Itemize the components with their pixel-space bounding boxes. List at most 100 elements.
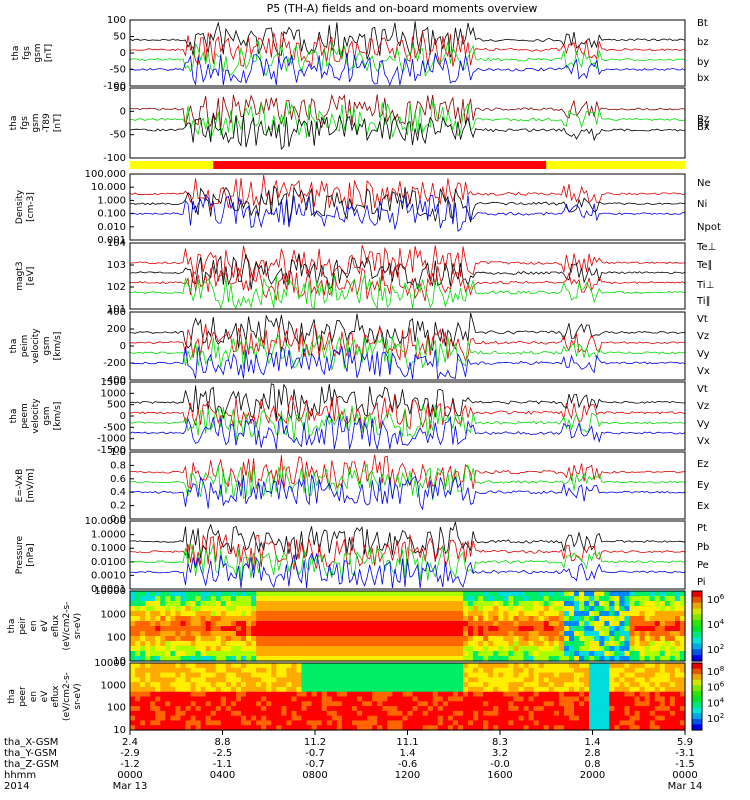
spec-cell [407,606,414,612]
spec-cell [609,706,615,712]
spec-cell [170,663,177,669]
spec-cell [563,626,570,632]
x-col-hhmm: 2000 [580,770,605,781]
spec-cell [679,672,686,678]
spec-cell [669,616,676,622]
spec-cell [372,720,378,726]
spec-cell [604,667,610,674]
spec-cell [316,611,323,617]
spec-cell [220,616,227,622]
spec-cell [574,706,580,712]
spec-cell [271,667,277,674]
spec-cell [311,616,318,622]
spec-cell [185,616,192,622]
spec-cell [463,715,469,722]
spec-cell [241,656,247,662]
spec-cell [357,682,363,688]
spec-cell [478,686,484,693]
spec-cell [357,636,363,642]
spec-cell [563,601,570,607]
spec-cell [326,631,333,637]
spec-cell [326,720,333,726]
spec-cell [513,691,520,698]
spec-cell [589,710,595,717]
spec-cell [513,641,520,647]
spec-cell [538,720,545,726]
spec-cell [614,601,621,607]
spec-cell [498,641,504,647]
spec-cell [523,651,530,657]
spec-cell [553,591,560,597]
spec-cell [397,591,404,597]
spec-cell [427,667,434,674]
spec-cell [195,656,202,662]
spec-cell [402,651,409,657]
spec-cell [574,596,580,602]
spec-cell [241,667,247,674]
spec-cell [447,710,454,717]
spec-cell [372,641,378,647]
spec-cell [220,621,227,627]
spec-cell [503,646,510,652]
spec-cell [225,710,232,717]
spec-cell [382,616,388,622]
spec-cell [674,677,681,683]
spec-cell [679,725,686,731]
spec-cell [155,677,161,683]
spec-cell [306,626,313,632]
spec-cell [649,725,656,731]
spec-cell [261,596,267,602]
spec-cell [190,663,197,669]
spec-cell [468,641,474,647]
spec-cell [407,715,414,722]
colorbar-swatch [692,649,702,656]
panel-fgs-ylabel: [nT] [44,44,54,62]
spec-cell [493,601,499,607]
spec-cell [599,656,605,662]
panel-peir_spec: tha peir en eV eflux (eV/cm2-s-sr-eV)10000100… [7,586,725,667]
spec-cell [336,606,343,612]
spec-cell [609,646,615,652]
spec-cell [346,672,353,678]
spec-cell [372,725,378,731]
spec-cell [336,682,343,688]
spec-cell [427,696,434,702]
spec-cell [225,706,232,712]
spec-cell [397,651,404,657]
spec-cell [362,651,368,657]
spec-cell [387,646,393,652]
spec-cell [473,646,479,652]
spec-cell [654,641,661,647]
spec-cell [568,701,575,707]
spec-cell [533,611,540,617]
spec-cell [538,667,545,674]
spec-cell [664,601,671,607]
spec-cell [251,672,257,678]
x-col-z: -0.0 [490,759,510,770]
spec-cell [180,672,187,678]
spec-cell [679,663,686,669]
spec-cell [331,667,338,674]
colorbar-swatch [692,655,702,662]
spec-cell [412,672,419,678]
spec-cell [190,725,197,731]
spec-cell [306,696,313,702]
spec-cell [210,725,217,731]
spec-cell [417,710,424,717]
spec-cell [447,682,454,688]
spec-cell [185,686,192,693]
panel-fgs-ytick: -50 [110,65,126,76]
spec-cell [654,715,661,722]
spec-cell [205,611,212,617]
spec-cell [165,715,171,722]
spec-cell [170,656,177,662]
spec-cell [599,616,605,622]
spec-cell [634,667,641,674]
spec-cell [145,672,151,678]
spec-cell [644,591,651,597]
spec-cell [190,710,197,717]
spec-cell [624,641,631,647]
spec-cell [417,616,424,622]
spec-cell [271,621,277,627]
spec-cell [180,601,187,607]
